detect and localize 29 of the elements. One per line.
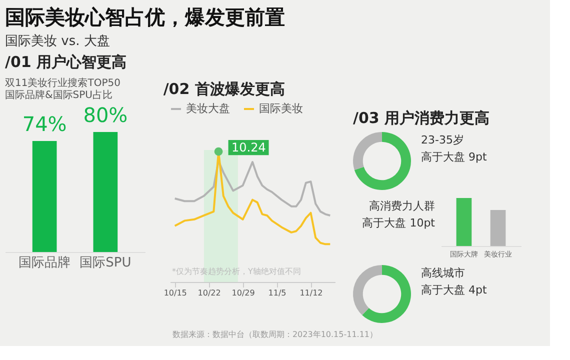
x-tick-label: 11/12 [300, 288, 323, 298]
text: 高消费力人群 [369, 200, 435, 212]
text: 高于大盘 10pt [362, 216, 436, 230]
chart-title: /02 首波爆发更高 [163, 80, 285, 98]
x-tick-label: 10/29 [232, 288, 255, 298]
annotation: 10.24 [232, 140, 266, 155]
x-tick-label: 国际品牌 [18, 256, 71, 270]
data-label: 80% [83, 103, 128, 127]
data-label: 74% [22, 112, 67, 136]
text: 23-35岁 [421, 134, 464, 146]
donut-slice [354, 132, 411, 190]
donut-slice [353, 132, 382, 170]
donut-slice [362, 265, 411, 323]
x-tick-label: 国际SPU [80, 256, 132, 270]
donut-slice [353, 265, 382, 316]
text: 国际美妆 vs. 大盘 [5, 33, 110, 49]
source-note: 数据来源：数据中台（取数周期：2023年10.15-11.11） [172, 330, 378, 339]
chart-title: /01 用户心智更高 [5, 53, 127, 71]
text: 高于大盘 9pt [421, 150, 488, 164]
chart-subtitle: 双11美妆行业搜索TOP50 国际品牌&国际SPU占比 [5, 77, 120, 101]
text: 高于大盘 4pt [421, 284, 488, 296]
text: 高线城市 [421, 266, 465, 280]
legend-label: 美妆大盘 [186, 102, 230, 115]
x-tick-label: 11/5 [268, 288, 286, 298]
x-tick-label: 10/15 [164, 288, 187, 298]
x-tick-label: 10/22 [198, 288, 221, 298]
chart-title: /03 用户消费力更高 [353, 109, 490, 127]
legend-label: 国际美妆 [259, 102, 303, 115]
text: 国际美妆心智占优，爆发更前置 [5, 5, 285, 29]
